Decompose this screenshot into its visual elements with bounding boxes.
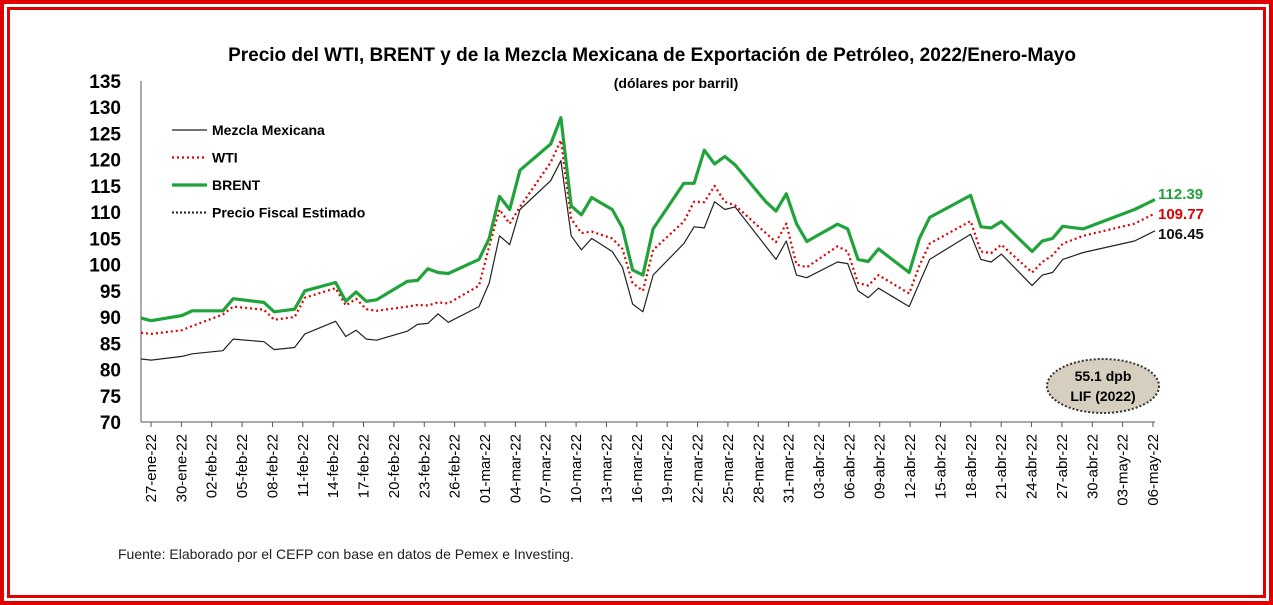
- x-tick-label: 30-ene-22: [173, 434, 190, 502]
- y-tick-label: 105: [89, 229, 121, 250]
- x-tick-label: 27-ene-22: [143, 434, 160, 502]
- x-tick-label: 19-mar-22: [659, 434, 676, 503]
- x-tick-label: 31-mar-22: [781, 434, 798, 503]
- y-tick-label: 115: [90, 177, 121, 198]
- x-tick-label: 26-feb-22: [447, 434, 464, 498]
- x-tick-label: 25-mar-22: [720, 434, 737, 503]
- x-tick-label: 14-feb-22: [325, 434, 342, 498]
- x-tick-label: 05-feb-22: [234, 434, 251, 498]
- x-tick-label: 22-mar-22: [690, 434, 707, 503]
- x-tick-label: 08-feb-22: [264, 434, 281, 498]
- x-tick-label: 15-abr-22: [932, 434, 949, 499]
- y-tick-label: 95: [100, 282, 122, 303]
- x-axis: 27-ene-22 30-ene-22 02-feb-22 05-feb-22 08-f…: [141, 421, 1162, 506]
- x-tick-label: 03-abr-22: [811, 434, 828, 499]
- end-label: 106.45: [1158, 226, 1204, 243]
- x-tick-label: 13-mar-22: [598, 434, 615, 503]
- end-labels: 112.39 109.77 106.45: [1158, 186, 1204, 243]
- x-tick-label: 06-may-22: [1145, 434, 1162, 506]
- x-tick-label: 01-mar-22: [477, 434, 494, 503]
- y-tick-label: 110: [90, 203, 121, 224]
- x-tick-label: 12-abr-22: [902, 434, 919, 499]
- x-tick-label: 28-mar-22: [750, 434, 767, 503]
- x-tick-label: 24-abr-22: [1024, 434, 1041, 499]
- y-tick-label: 135: [89, 72, 121, 93]
- x-tick-label: 27-abr-22: [1054, 434, 1071, 499]
- chart-subtitle: (dólares por barril): [614, 75, 738, 91]
- x-tick-label: 18-abr-22: [963, 434, 980, 499]
- y-tick-label: 70: [100, 413, 121, 434]
- y-tick-label: 75: [100, 387, 122, 408]
- x-tick-label: 03-may-22: [1115, 434, 1132, 506]
- end-label: 112.39: [1158, 186, 1203, 203]
- y-tick-label: 120: [89, 151, 121, 172]
- x-tick-label: 06-abr-22: [841, 434, 858, 499]
- x-tick-label: 30-abr-22: [1084, 434, 1101, 499]
- legend: Mezcla Mexicana WTI BRENT Precio Fiscal Est…: [172, 122, 365, 221]
- x-tick-label: 21-abr-22: [993, 434, 1010, 499]
- badge-line1: 55.1 dpb: [1075, 368, 1132, 384]
- legend-label: BRENT: [212, 177, 261, 193]
- y-tick-label: 100: [89, 256, 121, 277]
- legend-label: Precio Fiscal Estimado: [212, 205, 365, 221]
- y-tick-label: 130: [89, 98, 121, 119]
- series-line-mezcla-mexicana: [140, 160, 1156, 361]
- x-tick-label: 20-feb-22: [386, 434, 403, 498]
- series-line-brent: [140, 116, 1156, 323]
- source-note: Fuente: Elaborado por el CEFP con base e…: [118, 546, 574, 562]
- series-layer: [140, 116, 1156, 361]
- badge-ellipse: [1046, 358, 1160, 414]
- y-tick-label: 85: [100, 334, 122, 355]
- end-label: 109.77: [1158, 206, 1204, 223]
- y-tick-label: 90: [100, 308, 121, 329]
- y-axis: 70 75 80 85 90 95 100 105 110 115 120 125 130 135: [89, 72, 142, 434]
- x-tick-label: 09-abr-22: [872, 434, 889, 499]
- series-line-wti: [140, 139, 1156, 335]
- x-tick-label: 04-mar-22: [507, 434, 524, 503]
- lif-annotation-badge: 55.1 dpb LIF (2022): [1046, 358, 1160, 414]
- x-tick-label: 02-feb-22: [204, 434, 221, 498]
- chart-title: Precio del WTI, BRENT y de la Mezcla Mex…: [228, 45, 1076, 66]
- x-tick-label: 07-mar-22: [538, 434, 555, 503]
- x-tick-label: 11-feb-22: [295, 434, 312, 497]
- y-tick-label: 80: [100, 361, 121, 382]
- legend-label: Mezcla Mexicana: [212, 122, 325, 138]
- x-tick-label: 17-feb-22: [356, 434, 373, 498]
- badge-line2: LIF (2022): [1070, 388, 1135, 404]
- legend-label: WTI: [212, 150, 238, 166]
- x-tick-label: 16-mar-22: [629, 434, 646, 503]
- x-tick-label: 23-feb-22: [416, 434, 433, 498]
- x-tick-label: 10-mar-22: [568, 434, 585, 503]
- y-tick-label: 125: [89, 124, 121, 145]
